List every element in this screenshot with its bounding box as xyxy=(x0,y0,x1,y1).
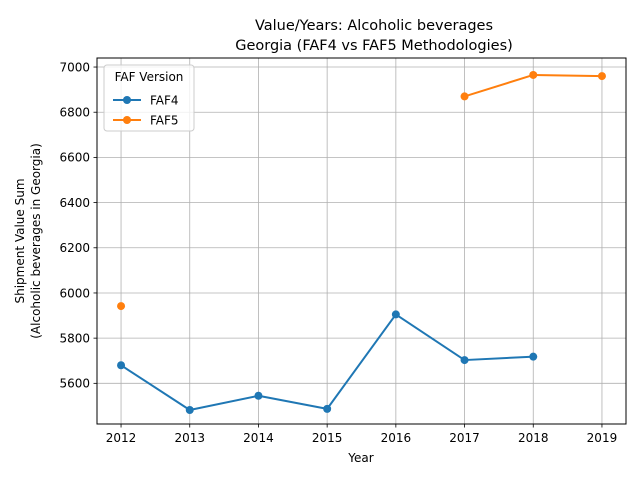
y-tick-label: 7000 xyxy=(59,60,90,74)
x-tick-label: 2017 xyxy=(449,431,480,445)
data-point-faf4 xyxy=(117,361,126,370)
x-axis-ticks: 2012 2013 2014 2015 2016 2017 2018 2019 xyxy=(106,424,617,445)
x-tick-label: 2019 xyxy=(587,431,618,445)
y-tick-label: 6400 xyxy=(59,196,90,210)
x-axis-label: Year xyxy=(347,451,373,465)
legend-box xyxy=(103,64,195,132)
legend-entries: FAF4 FAF5 xyxy=(113,93,179,127)
data-point-faf4 xyxy=(391,310,400,319)
series-faf5 xyxy=(117,70,606,311)
data-point-faf5 xyxy=(529,70,538,79)
data-point-faf4 xyxy=(460,356,469,365)
legend-marker-faf5 xyxy=(123,116,131,124)
legend-entry-faf5: FAF5 xyxy=(113,113,179,127)
legend-entry-faf4: FAF4 xyxy=(113,93,179,107)
x-tick-label: 2012 xyxy=(106,431,137,445)
data-point-faf4 xyxy=(185,405,194,414)
data-point-faf4 xyxy=(254,391,263,400)
y-tick-label: 5600 xyxy=(59,377,90,391)
data-point-faf4 xyxy=(529,352,538,361)
y-axis-ticks: 5600 5800 6000 6200 6400 6600 6800 7000 xyxy=(59,60,97,391)
legend-marker-faf4 xyxy=(123,96,131,104)
y-axis-label-line1: Shipment Value Sum xyxy=(13,178,27,303)
legend-label-faf5: FAF5 xyxy=(150,113,179,127)
legend: FAF Version FAF4 FAF5 xyxy=(103,64,195,132)
y-tick-label: 6800 xyxy=(59,106,90,120)
x-tick-label: 2014 xyxy=(243,431,274,445)
y-axis-label-line2: (Alcoholic beverages in Georgia) xyxy=(29,143,43,339)
x-tick-label: 2015 xyxy=(312,431,343,445)
x-tick-label: 2018 xyxy=(518,431,549,445)
chart-title-line2: Georgia (FAF4 vs FAF5 Methodologies) xyxy=(235,38,513,54)
y-tick-label: 6600 xyxy=(59,151,90,165)
x-tick-label: 2013 xyxy=(174,431,205,445)
data-point-faf5 xyxy=(460,92,469,101)
chart-title-line1: Value/Years: Alcoholic beverages xyxy=(255,18,493,34)
y-tick-label: 6200 xyxy=(59,241,90,255)
series-faf4 xyxy=(117,310,538,414)
y-tick-label: 6000 xyxy=(59,286,90,300)
legend-title: FAF Version xyxy=(115,70,184,84)
grid-lines xyxy=(97,58,626,424)
x-tick-label: 2016 xyxy=(381,431,412,445)
data-point-faf4 xyxy=(323,404,332,413)
y-tick-label: 5800 xyxy=(59,331,90,345)
data-point-faf5 xyxy=(117,302,126,311)
plot-frame xyxy=(96,57,627,425)
series-layer xyxy=(117,70,606,414)
legend-label-faf4: FAF4 xyxy=(150,93,179,107)
data-point-faf5 xyxy=(597,72,606,81)
